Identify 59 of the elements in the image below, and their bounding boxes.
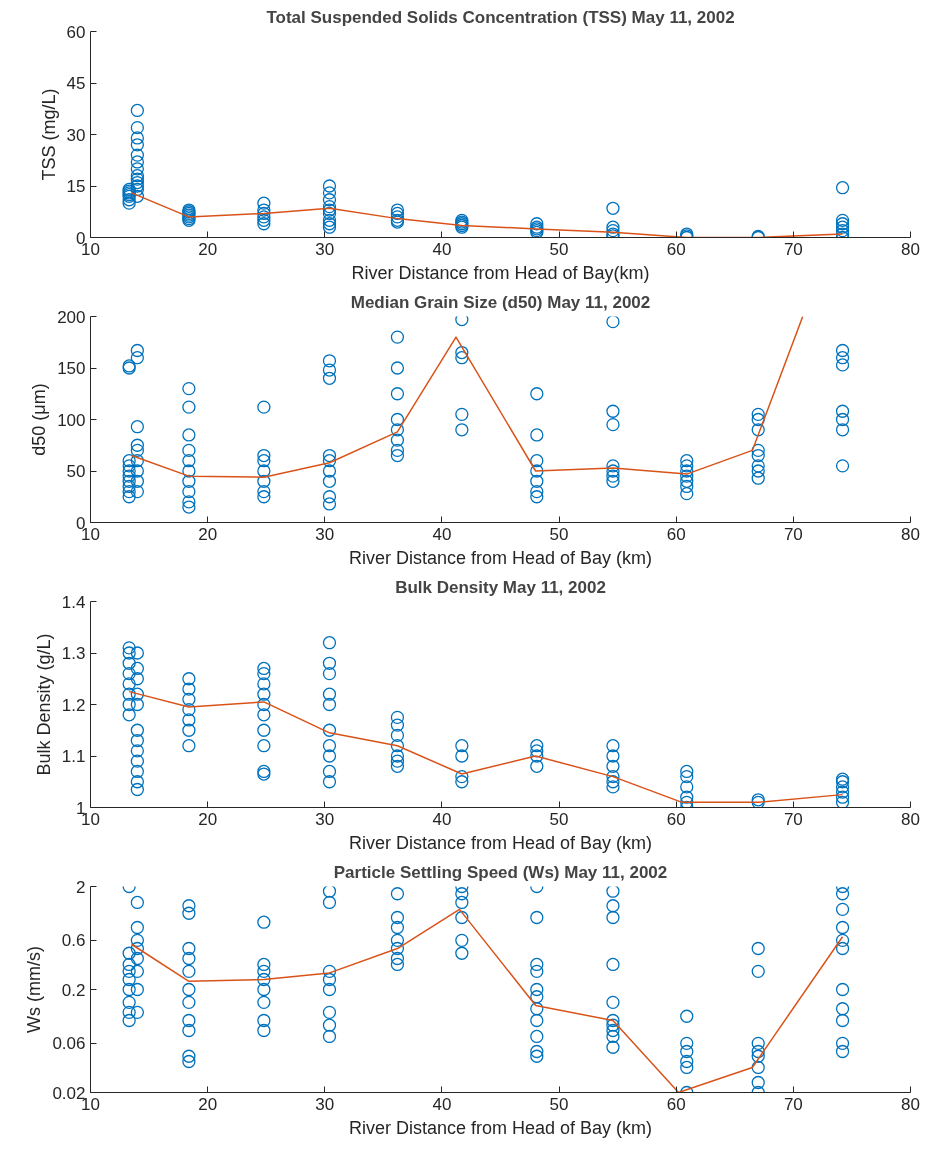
y-tick-label: 1.2 <box>61 695 86 715</box>
x-tick-label: 70 <box>783 809 803 829</box>
x-tick-label: 70 <box>783 239 803 259</box>
y-tick-label: 200 <box>57 307 86 327</box>
y-tick-label: 50 <box>66 462 86 481</box>
x-tick-label: 50 <box>549 1094 569 1114</box>
x-tick-label: 30 <box>315 524 335 544</box>
x-tick-label: 20 <box>198 524 218 544</box>
y-tick-label: 0.06 <box>52 1034 86 1054</box>
x-tick-label: 30 <box>315 809 335 829</box>
x-tick-label: 50 <box>549 524 569 544</box>
y-tick-label: 0.2 <box>61 980 86 1000</box>
chart-title: Bulk Density May 11, 2002 <box>395 577 606 597</box>
x-tick-label: 20 <box>198 239 218 259</box>
y-tick-label: 1.1 <box>61 747 86 766</box>
y-tick-label: 30 <box>66 125 86 145</box>
x-tick-label: 50 <box>549 239 569 259</box>
y-axis-title: Ws (mm/s) <box>24 946 45 1033</box>
chart-title: Median Grain Size (d50) May 11, 2002 <box>350 292 651 312</box>
x-axis-title: River Distance from Head of Bay (km) <box>348 832 653 853</box>
x-tick-label: 80 <box>901 524 920 544</box>
x-tick-label: 30 <box>315 239 335 259</box>
x-tick-label: 40 <box>432 239 452 259</box>
line-series <box>130 192 844 238</box>
x-tick-label: 60 <box>666 809 686 829</box>
x-tick-label: 50 <box>549 809 569 829</box>
chart-title: Particle Settling Speed (Ws) May 11, 2002 <box>333 862 668 882</box>
y-tick-label: 1.4 <box>61 592 86 612</box>
y-tick-label: 1.3 <box>61 644 86 663</box>
line-series <box>128 690 844 804</box>
y-tick-label: 2 <box>76 877 86 897</box>
x-tick-label: 60 <box>666 1094 686 1114</box>
x-axis-title: River Distance from Head of Bay (km) <box>348 547 653 568</box>
x-axis-title: River Distance from Head of Bay (km) <box>348 1117 653 1138</box>
y-tick-label: 0.6 <box>61 931 86 951</box>
x-tick-label: 20 <box>198 1094 218 1114</box>
x-tick-label: 60 <box>666 524 686 544</box>
x-tick-label: 80 <box>901 239 920 259</box>
x-tick-label: 80 <box>901 809 920 829</box>
x-tick-label: 80 <box>901 1094 920 1114</box>
x-axis-title: River Distance from Head of Bay(km) <box>351 262 650 283</box>
line-series <box>130 316 804 478</box>
x-tick-label: 20 <box>198 809 218 829</box>
chart-title: Total Suspended Solids Concentration (TSS) May 11, 2002 <box>266 7 735 27</box>
x-tick-label: 40 <box>432 524 452 544</box>
x-tick-label: 70 <box>783 524 803 544</box>
x-tick-label: 70 <box>783 1094 803 1114</box>
y-tick-label: 45 <box>66 74 86 93</box>
y-tick-label: 60 <box>66 22 86 42</box>
x-tick-label: 60 <box>666 239 686 259</box>
x-tick-label: 40 <box>432 809 452 829</box>
y-tick-label: 15 <box>66 177 86 196</box>
y-tick-label: 150 <box>57 359 86 378</box>
y-axis-title: d50 (μm) <box>29 383 50 456</box>
y-axis-title: Bulk Density (g/L) <box>33 633 54 776</box>
x-tick-label: 30 <box>315 1094 335 1114</box>
x-tick-label: 40 <box>432 1094 452 1114</box>
y-axis-title: TSS (mg/L) <box>38 88 59 181</box>
y-tick-label: 100 <box>57 410 86 430</box>
